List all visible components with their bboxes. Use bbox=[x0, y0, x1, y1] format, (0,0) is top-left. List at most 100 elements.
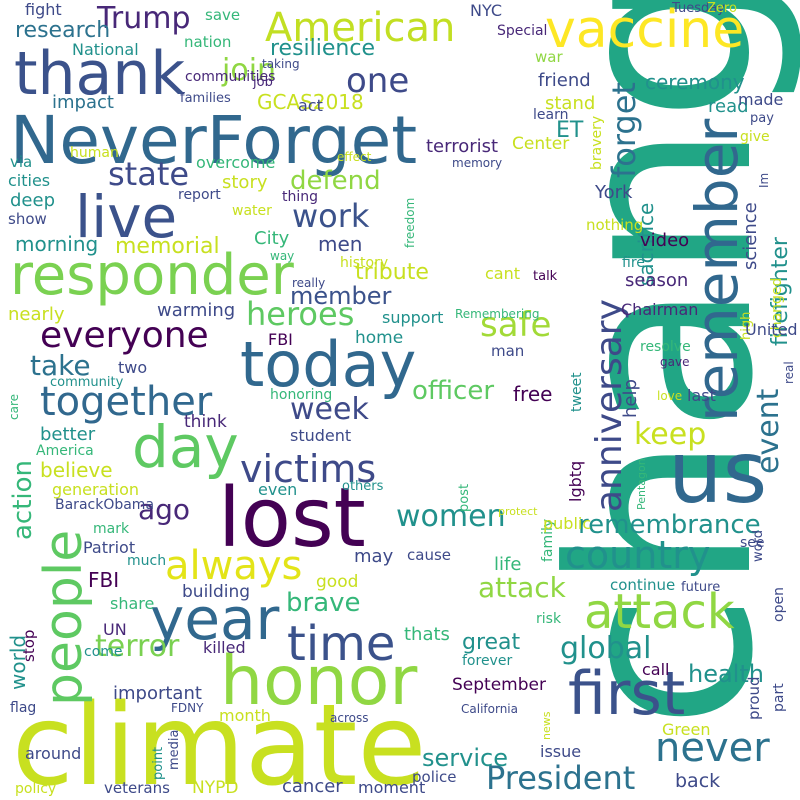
word-effect: overcome bbox=[196, 153, 276, 172]
word-center: terrorist bbox=[426, 136, 499, 157]
word-resilience: resilience bbox=[270, 36, 376, 61]
word-better: think bbox=[184, 412, 227, 432]
word-thank: thank bbox=[14, 39, 186, 109]
word-forever: killed bbox=[203, 638, 246, 657]
word-help: free bbox=[513, 382, 553, 406]
word-stand: families bbox=[180, 91, 231, 106]
word-live: live bbox=[75, 183, 178, 251]
word-gcas2018: job bbox=[253, 75, 273, 90]
word-read: friend bbox=[538, 70, 591, 91]
word-memory: Center bbox=[512, 134, 570, 154]
word-country: country bbox=[565, 533, 711, 577]
word-via: ET bbox=[556, 118, 584, 143]
word-nearly: Chairman bbox=[621, 300, 699, 319]
word-remembering: tweet bbox=[569, 372, 585, 412]
word-honor: honor bbox=[220, 642, 418, 721]
word-thing: deep bbox=[10, 190, 55, 211]
word-come: important bbox=[113, 683, 202, 704]
word-cancer: NYPD bbox=[192, 778, 239, 798]
word-month: FDNY bbox=[171, 701, 204, 715]
word-flag: proud bbox=[745, 676, 763, 720]
word-think: last bbox=[687, 386, 716, 405]
word-take: take bbox=[30, 349, 91, 382]
word-barackobama: generation bbox=[52, 480, 140, 499]
word-give: pay bbox=[750, 111, 774, 126]
word-point: around bbox=[25, 744, 82, 763]
word-act: GCAS2018 bbox=[257, 90, 364, 114]
word-nyc: save bbox=[205, 6, 241, 24]
word-war: Special bbox=[497, 23, 548, 39]
word-communities: taking bbox=[262, 57, 300, 71]
word-bravery: memory bbox=[452, 156, 503, 170]
word-killed: come bbox=[84, 644, 123, 660]
word-women: women bbox=[396, 499, 506, 534]
word-mark: protect bbox=[498, 505, 538, 518]
word-cities: Im bbox=[757, 172, 771, 188]
word-always: always bbox=[165, 543, 303, 589]
word-america: student bbox=[290, 426, 352, 445]
word-officer: memorial bbox=[115, 234, 220, 259]
word-freedom: show bbox=[8, 210, 47, 228]
word-week: week bbox=[290, 392, 369, 427]
word-forget: forget bbox=[605, 82, 643, 178]
word-water: thing bbox=[282, 189, 319, 205]
word-patriot: mark bbox=[93, 521, 130, 537]
word-good: life bbox=[494, 554, 522, 575]
word-high: season bbox=[625, 270, 689, 291]
word-cause: much bbox=[127, 553, 167, 569]
word-science: nothing bbox=[586, 216, 644, 234]
word-nypd: veterans bbox=[104, 779, 170, 797]
word-friend: act bbox=[298, 96, 323, 115]
word-trump: Trump bbox=[97, 1, 191, 36]
word-see: public bbox=[543, 514, 592, 533]
word-neverforget: NeverForget bbox=[10, 102, 418, 179]
word-service: attack bbox=[478, 571, 566, 604]
word-human: via bbox=[10, 153, 33, 171]
word-policy: police bbox=[412, 768, 457, 786]
word-everyone: everyone bbox=[40, 315, 209, 356]
word-around: Green bbox=[662, 720, 711, 739]
word-im: bravery bbox=[589, 115, 605, 170]
word-even: BarackObama bbox=[55, 497, 155, 513]
word-police: issue bbox=[540, 742, 582, 761]
word-warming: nearly bbox=[8, 304, 65, 325]
word-action: health bbox=[688, 660, 764, 688]
word-september: news bbox=[540, 711, 553, 740]
word-attack: attack bbox=[584, 584, 735, 640]
word-overcome: human bbox=[70, 145, 119, 161]
word-season: fire bbox=[622, 255, 645, 271]
word-free: honoring bbox=[270, 387, 333, 403]
word-job: communities bbox=[185, 69, 276, 85]
word-never: never bbox=[655, 725, 770, 771]
word-resolve: man bbox=[491, 342, 525, 360]
word-california: across bbox=[330, 711, 369, 725]
word-love: help bbox=[620, 379, 641, 418]
word-way: video bbox=[640, 230, 690, 251]
word-student: better bbox=[40, 424, 96, 445]
word-real: United bbox=[745, 320, 798, 339]
word-post: believe bbox=[40, 458, 113, 482]
word-lgbtq: post bbox=[457, 483, 472, 512]
word-lost: lost bbox=[218, 471, 366, 566]
word-taking: war bbox=[535, 48, 563, 66]
word-nation: National bbox=[72, 40, 139, 59]
word-pay: made bbox=[738, 90, 784, 109]
word-remember: remember bbox=[683, 118, 751, 422]
word-global: global bbox=[560, 631, 652, 666]
word-research: ceremony bbox=[645, 70, 745, 94]
word-open: future bbox=[681, 580, 721, 595]
word-join: join bbox=[222, 53, 277, 88]
word-us: us bbox=[668, 423, 768, 523]
word-history: way bbox=[270, 249, 295, 263]
word-tweet: really bbox=[292, 276, 326, 290]
word-care: community bbox=[50, 375, 124, 390]
word-across: month bbox=[219, 706, 271, 725]
word-risk: thats bbox=[404, 624, 450, 645]
word-responder: responder bbox=[10, 243, 294, 308]
word-report: cities bbox=[8, 171, 51, 190]
word-gave: resolve bbox=[640, 339, 691, 355]
word-heroes: heroes bbox=[246, 295, 355, 333]
word-keep: keep bbox=[634, 417, 707, 452]
word-stop: UN bbox=[103, 620, 127, 639]
